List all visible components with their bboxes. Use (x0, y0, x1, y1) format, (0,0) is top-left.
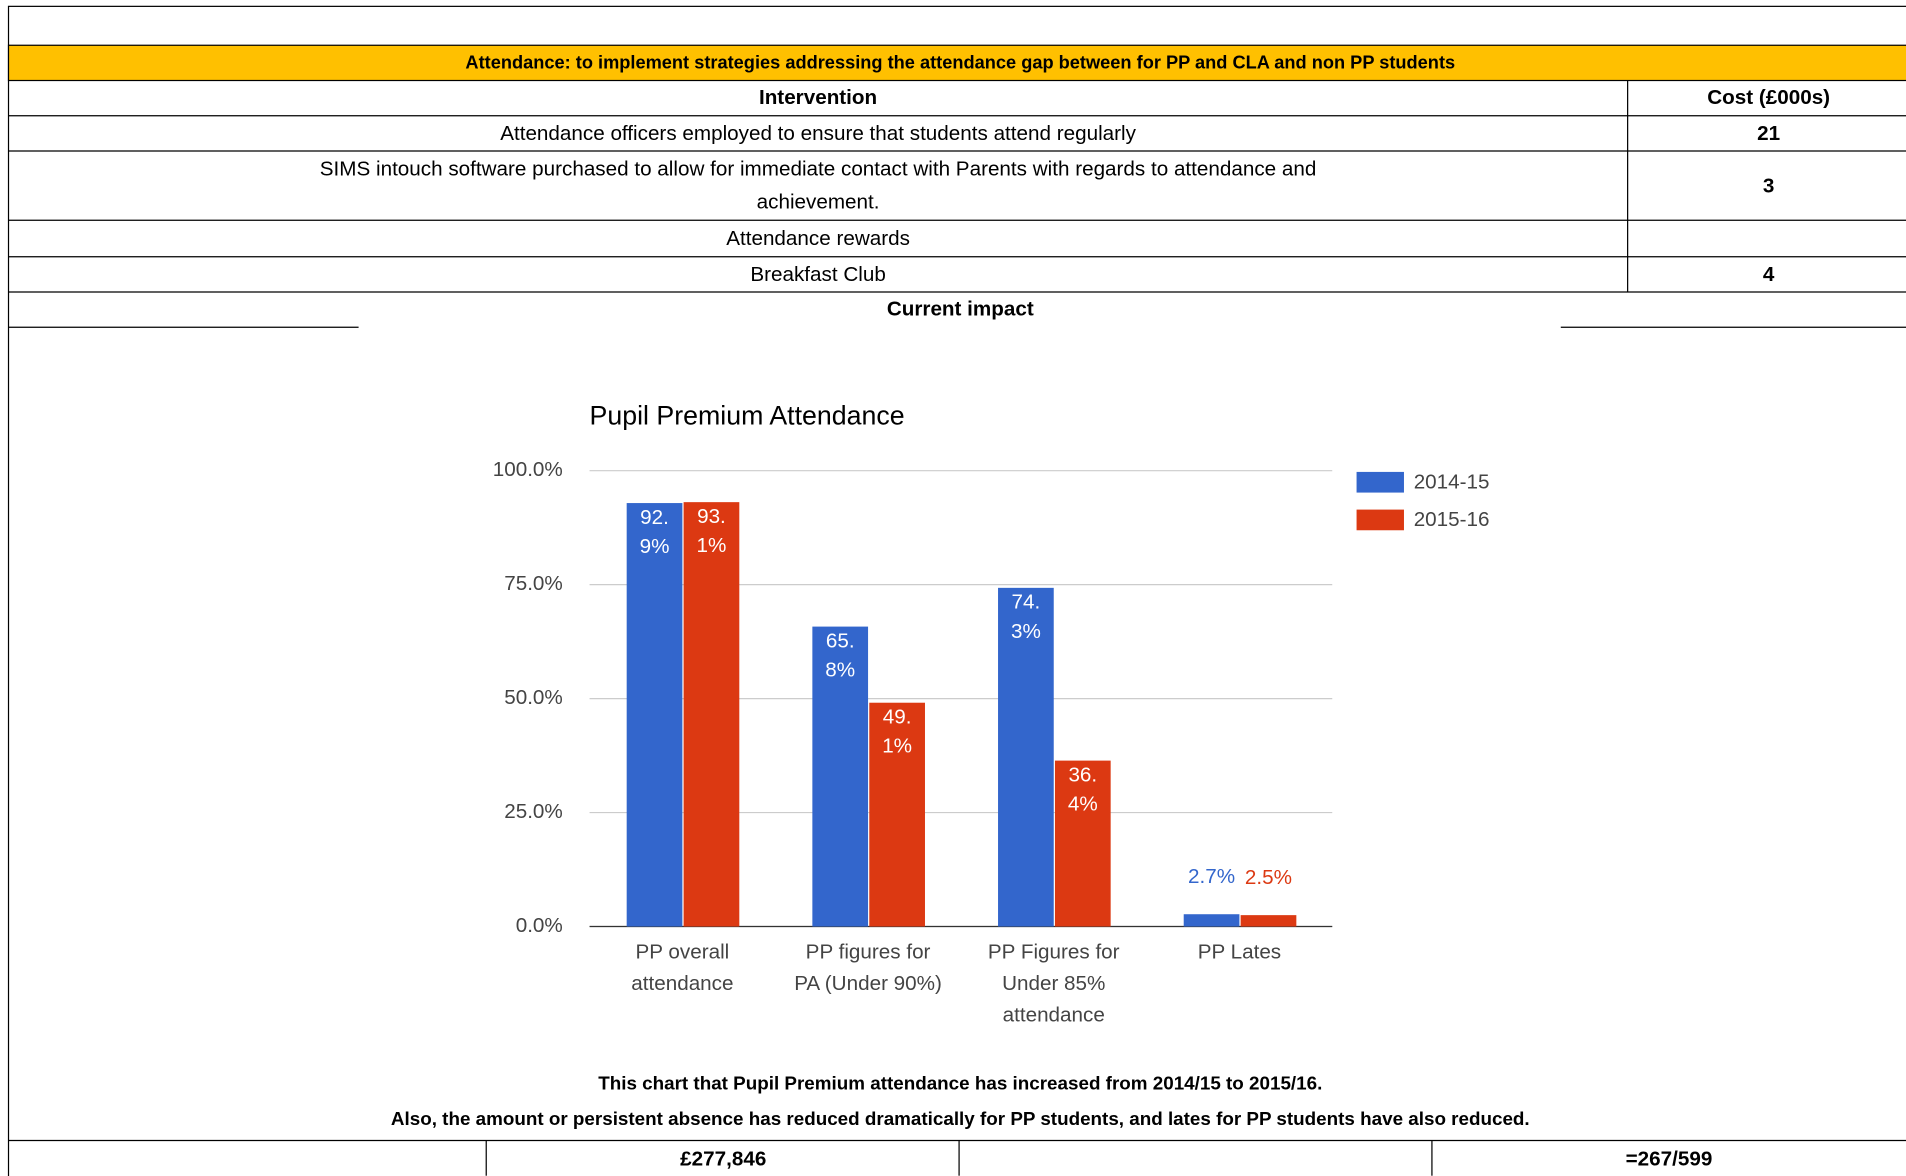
chart-title: Pupil Premium Attendance (590, 400, 905, 430)
bar (626, 503, 683, 927)
bar (1054, 760, 1111, 927)
header-cell: Intervention (759, 86, 877, 109)
cost-cell: 3 (1763, 174, 1775, 197)
table-lines (8, 80, 1906, 1176)
y-tick-label: 75.0% (504, 572, 563, 595)
intervention-cell: Breakfast Club (750, 263, 885, 286)
legend-label: 2015-16 (1414, 508, 1490, 531)
data-label: 2.7% (1188, 865, 1235, 888)
y-tick-label: 25.0% (504, 800, 563, 823)
cost-cell: 4 (1763, 263, 1775, 286)
header-cell: Cost (£000s) (1707, 86, 1830, 109)
x-tick-label: PP Lates (1198, 941, 1281, 964)
data-label: 74. 3% (1011, 591, 1041, 643)
data-label: 49. 1% (882, 706, 912, 758)
x-tick-label: PP Figures for Under 85% attendance (988, 941, 1120, 1027)
bar (1183, 914, 1240, 927)
x-tick-label: PP figures for PA (Under 90%) (794, 941, 942, 996)
cost-cell: 21 (1757, 122, 1780, 145)
y-tick-label: 50.0% (504, 686, 563, 709)
data-label: 2.5% (1245, 866, 1292, 889)
legend-label: 2014-15 (1414, 470, 1490, 493)
x-tick-label: PP overall attendance (631, 941, 733, 996)
data-label: 36. 4% (1068, 764, 1098, 816)
impact-heading: Current impact (887, 298, 1034, 321)
intervention-cell: Attendance officers employed to ensure t… (500, 122, 1136, 145)
y-tick-label: 0.0% (516, 914, 563, 937)
section-title: Attendance: to implement strategies addr… (465, 51, 1455, 72)
bar (998, 587, 1054, 927)
legend-swatch (1356, 509, 1404, 531)
bar (1240, 915, 1297, 927)
footer-cell: =267/599 (1626, 1147, 1713, 1170)
intervention-cell: Attendance rewards (726, 227, 910, 250)
y-tick-label: 100.0% (493, 458, 563, 481)
data-label: 92. 9% (640, 506, 670, 558)
outer-border (7, 5, 1906, 1176)
footer-cell: £277,846 (680, 1147, 766, 1170)
bar (683, 502, 740, 927)
data-label: 65. 8% (825, 630, 855, 682)
data-label: 93. 1% (697, 505, 727, 557)
note: This chart that Pupil Premium attendance… (598, 1073, 1322, 1094)
legend-swatch (1356, 471, 1404, 493)
bar (869, 702, 925, 927)
intervention-cell: SIMS intouch software purchased to allow… (320, 158, 1317, 214)
note: Also, the amount or persistent absence h… (391, 1108, 1530, 1129)
bar (812, 626, 869, 927)
section-band (7, 44, 1906, 82)
